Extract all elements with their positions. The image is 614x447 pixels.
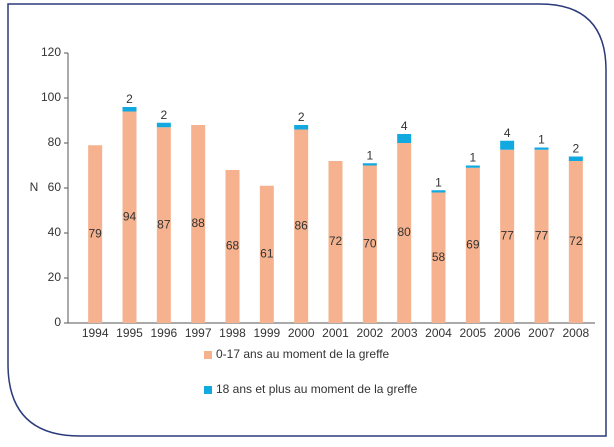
bar-segment — [122, 111, 137, 323]
bar-segment — [397, 134, 412, 143]
x-tick-label: 1998 — [219, 326, 246, 340]
x-tick-label: 2003 — [391, 326, 418, 340]
value-label: 80 — [397, 225, 411, 239]
bar-segment — [465, 167, 480, 323]
x-tick-label: 2001 — [322, 326, 349, 340]
bar-segment — [431, 190, 446, 193]
value-label: 2 — [160, 108, 167, 122]
legend-swatch — [204, 386, 212, 394]
y-tick-label: 80 — [48, 135, 62, 149]
value-label: 1 — [469, 151, 476, 165]
y-tick-label: 120 — [41, 45, 61, 59]
legend-label: 18 ans et plus au moment de la greffe — [216, 382, 418, 396]
value-label: 79 — [88, 226, 102, 240]
value-label: 88 — [191, 216, 205, 230]
x-tick-label: 2000 — [288, 326, 315, 340]
bar-segment — [225, 170, 240, 323]
value-label: 70 — [363, 236, 377, 250]
value-label: 86 — [294, 218, 308, 232]
bar-segment — [88, 145, 103, 323]
bar-segment — [465, 165, 480, 168]
x-tick-label: 2006 — [494, 326, 521, 340]
y-tick-label: 0 — [54, 315, 61, 329]
bar-segment — [431, 192, 446, 323]
x-tick-label: 1997 — [185, 326, 212, 340]
bar-segment — [534, 147, 549, 150]
value-label: 94 — [123, 209, 137, 223]
value-label: 1 — [538, 133, 545, 147]
bar-segment — [568, 161, 583, 323]
value-label: 4 — [401, 119, 408, 133]
value-label: 87 — [157, 217, 171, 231]
bar-segment — [191, 125, 206, 323]
bar-segment — [500, 149, 515, 323]
x-tick-label: 1999 — [253, 326, 280, 340]
y-tick-label: 100 — [41, 90, 61, 104]
value-label: 2 — [572, 142, 579, 156]
y-tick-label: 20 — [48, 270, 62, 284]
bar-segment — [328, 161, 343, 323]
bar-segment — [568, 156, 583, 161]
x-tick-label: 1996 — [150, 326, 177, 340]
x-tick-label: 2002 — [356, 326, 383, 340]
bar-segment — [294, 125, 309, 130]
value-label: 2 — [298, 110, 305, 124]
value-label: 1 — [366, 148, 373, 162]
value-label: 77 — [535, 229, 549, 243]
bar-segment — [156, 127, 171, 323]
value-label: 68 — [226, 239, 240, 253]
value-label: 61 — [260, 247, 274, 261]
x-tick-label: 2007 — [528, 326, 555, 340]
y-tick-label: 40 — [48, 225, 62, 239]
x-tick-label: 1995 — [116, 326, 143, 340]
value-label: 69 — [466, 238, 480, 252]
bar-segment — [500, 140, 515, 150]
bar-segment — [156, 122, 171, 128]
bar-segment — [397, 143, 412, 323]
legend-label: 0-17 ans au moment de la greffe — [216, 347, 390, 361]
bar-segment — [362, 163, 377, 166]
value-label: 72 — [569, 234, 583, 248]
bar-segment — [534, 149, 549, 323]
value-label: 2 — [126, 92, 133, 106]
x-tick-label: 1994 — [82, 326, 109, 340]
legend-swatch — [204, 351, 212, 359]
value-label: 58 — [432, 250, 446, 264]
bar-segment — [122, 107, 137, 112]
bar-segment — [294, 129, 309, 323]
bar-segment — [259, 185, 274, 323]
value-label: 72 — [329, 234, 343, 248]
x-tick-label: 2008 — [562, 326, 589, 340]
y-tick-label: 60 — [48, 180, 62, 194]
y-axis-label: N — [30, 180, 39, 194]
x-tick-label: 2005 — [459, 326, 486, 340]
bar-segment — [362, 165, 377, 323]
value-label: 4 — [504, 126, 511, 140]
x-tick-label: 2004 — [425, 326, 452, 340]
value-label: 77 — [500, 229, 514, 243]
value-label: 1 — [435, 175, 442, 189]
